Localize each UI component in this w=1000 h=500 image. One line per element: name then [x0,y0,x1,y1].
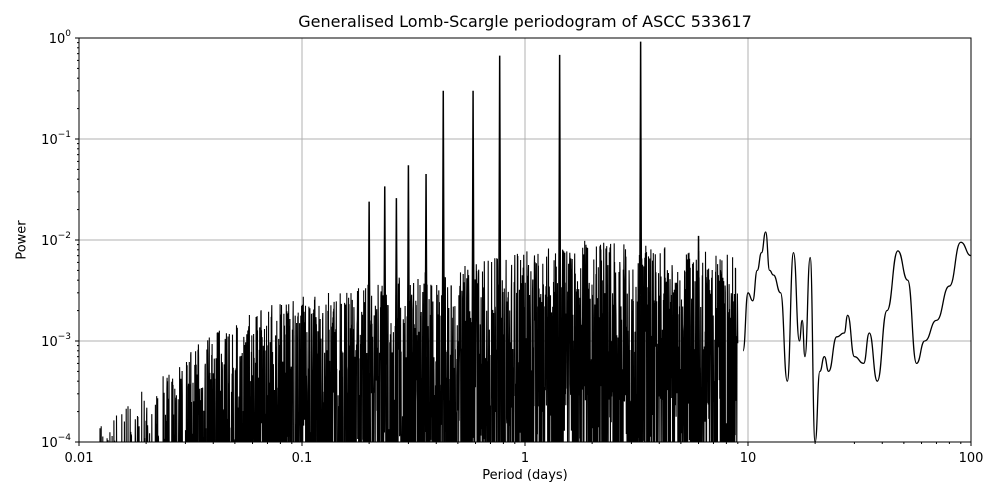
x-axis-label: Period (days) [482,468,568,483]
peak [382,186,387,442]
peak [497,55,502,442]
y-tick-label: 10−1 [41,130,71,148]
peak [424,174,429,442]
x-tick-label: 10 [740,451,757,466]
x-tick-label: 100 [959,451,984,466]
y-tick-label: 10−3 [41,332,71,350]
peak [696,235,701,442]
x-tick-label: 1 [521,451,529,466]
peak [471,90,476,442]
y-tick-label: 10−4 [41,433,71,451]
peak [557,54,562,442]
peak [394,198,399,442]
peak [367,201,372,442]
peak [638,41,643,442]
peak [406,165,411,442]
chart-title: Generalised Lomb-Scargle periodogram of … [298,12,752,31]
y-tick-label: 10−2 [41,231,71,249]
power-series-line [99,41,971,442]
axis-ticks: 0.01 0.1 1 10 100 10−4 10−3 10−2 10−1 100 [41,29,983,466]
x-tick-label: 0.01 [65,451,94,466]
peak [441,90,446,442]
y-tick-label: 100 [49,29,72,47]
x-tick-label: 0.1 [292,451,313,466]
